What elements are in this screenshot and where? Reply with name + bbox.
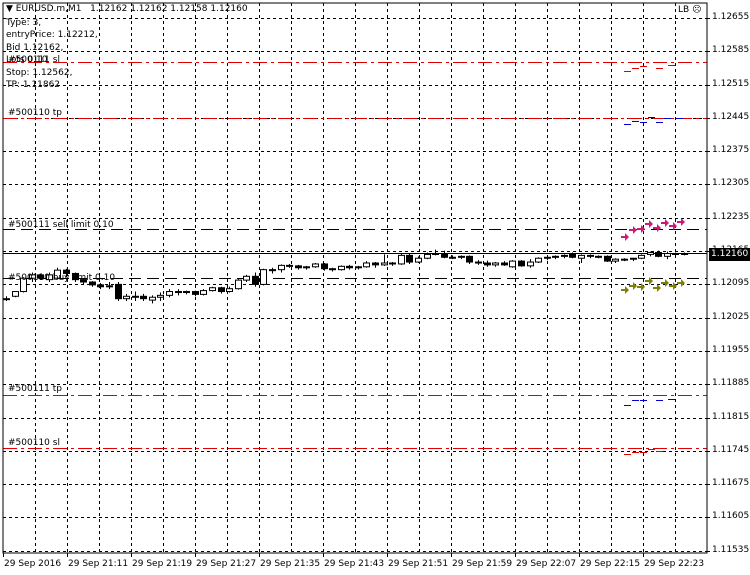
info-line: TP: 1.11862 xyxy=(6,80,61,91)
time-tick-label: 29 Sep 22:07 xyxy=(516,559,577,569)
symbol-label: EURUSD.m,M1 xyxy=(15,4,82,14)
order-marks xyxy=(621,65,685,455)
order-label-500110-buy-limit: #500110 buy limit 0.10 xyxy=(8,273,116,283)
collapse-triangle-icon[interactable]: ▼ xyxy=(6,4,13,14)
price-tick-label: 1.11535 xyxy=(712,545,750,555)
info-line: Stop: 1.12562, xyxy=(6,67,73,78)
price-tick-label: 1.12655 xyxy=(712,12,750,22)
chart-border xyxy=(2,2,708,554)
time-tick-label: 29 Sep 21:59 xyxy=(452,559,513,569)
price-tick-label: 1.12305 xyxy=(712,178,750,188)
info-panel: Type: 3, entryPrice: 1.12212, Bid 1.1216… xyxy=(6,17,98,91)
chart-header: ▼ EURUSD.m,M1 1.12162 1.12162 1.12158 1.… xyxy=(6,4,248,14)
price-tick-label: 1.12515 xyxy=(712,79,750,89)
price-tick-label: 1.12095 xyxy=(712,278,750,288)
price-tick-label: 1.12585 xyxy=(712,45,750,55)
current-price-tag: 1.12160 xyxy=(709,248,750,261)
price-tick-label: 1.11885 xyxy=(712,378,750,388)
info-line: Bid 1.12162, xyxy=(6,42,64,53)
price-tick-label: 1.11675 xyxy=(712,478,750,488)
indicator-badge[interactable]: LB ☹ xyxy=(678,5,701,15)
info-line: Type: 3, xyxy=(6,18,42,28)
time-tick-label: 29 Sep 21:19 xyxy=(132,559,193,569)
price-tick-label: 1.11815 xyxy=(712,412,750,422)
order-label-500111-sl: #500111 sl xyxy=(8,55,60,65)
time-tick-label: 29 Sep 21:11 xyxy=(68,559,129,569)
time-tick-label: 29 Sep 2016 xyxy=(4,559,62,569)
price-tick-label: 1.11955 xyxy=(712,345,750,355)
ohlc-values: 1.12162 1.12162 1.12158 1.12160 xyxy=(90,4,248,14)
info-line: Lots 0.10 xyxy=(6,55,48,66)
time-tick-label: 29 Sep 21:35 xyxy=(260,559,321,569)
sad-face-icon: ☹ xyxy=(692,5,702,15)
candlestick-series xyxy=(3,249,688,304)
price-tick-label: 1.12375 xyxy=(712,145,750,155)
chart-grid xyxy=(3,3,710,557)
order-levels xyxy=(3,62,707,449)
lb-label: LB xyxy=(678,5,690,15)
price-tick-label: 1.12445 xyxy=(712,112,750,122)
price-tick-label: 1.11745 xyxy=(712,445,750,455)
time-tick-label: 29 Sep 21:51 xyxy=(388,559,449,569)
order-label-500111-tp: #500111 tp xyxy=(8,384,62,394)
price-tick-label: 1.11605 xyxy=(712,511,750,521)
order-label-500111-sell-limit: #500111 sell limit 0.10 xyxy=(8,220,114,230)
info-line: entryPrice: 1.12212, xyxy=(6,30,98,41)
price-tick-label: 1.12235 xyxy=(712,212,750,222)
time-tick-label: 29 Sep 21:27 xyxy=(196,559,257,569)
time-tick-label: 29 Sep 22:15 xyxy=(580,559,641,569)
time-tick-label: 29 Sep 21:43 xyxy=(324,559,385,569)
order-label-500110-sl: #500110 sl xyxy=(8,438,60,448)
order-label-500110-tp: #500110 tp xyxy=(8,108,62,118)
time-tick-label: 29 Sep 22:23 xyxy=(644,559,705,569)
price-tick-label: 1.12025 xyxy=(712,312,750,322)
